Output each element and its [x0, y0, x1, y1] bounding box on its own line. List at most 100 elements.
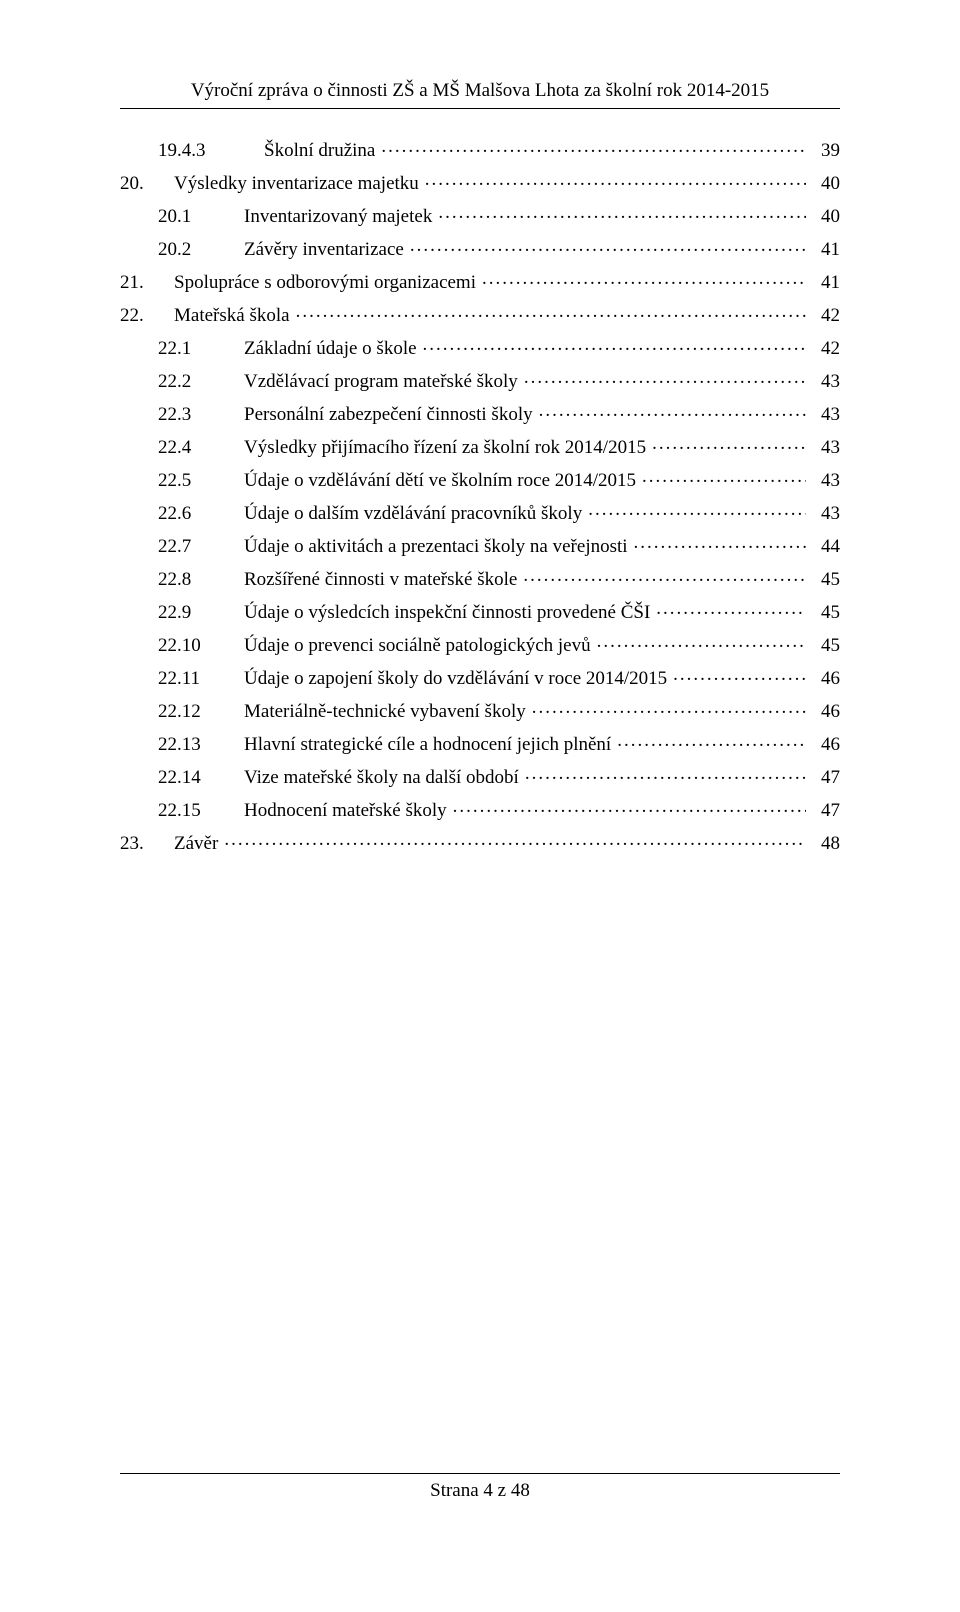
- toc-entry-page: 41: [812, 273, 840, 292]
- toc-entry-page: 42: [812, 306, 840, 325]
- toc-entry-number: 21.: [120, 273, 160, 292]
- toc-entry-number: 22.2: [120, 372, 230, 391]
- toc-leader-dots: [296, 302, 806, 321]
- toc-entry-number: 22.7: [120, 537, 230, 556]
- toc-entry-number: 22.13: [120, 735, 230, 754]
- toc-entry-label: Údaje o prevenci sociálně patologických …: [230, 636, 591, 655]
- toc-leader-dots: [423, 335, 806, 354]
- toc-leader-dots: [224, 830, 806, 849]
- toc-entry: 22.15Hodnocení mateřské školy47: [120, 797, 840, 820]
- toc-leader-dots: [524, 368, 806, 387]
- toc-entry-page: 45: [812, 603, 840, 622]
- toc-entry-label: Hodnocení mateřské školy: [230, 801, 447, 820]
- toc-entry-label: Výsledky inventarizace majetku: [160, 174, 419, 193]
- toc-entry-page: 46: [812, 669, 840, 688]
- toc-entry-number: 20.2: [120, 240, 230, 259]
- toc-entry-label: Údaje o dalším vzdělávání pracovníků ško…: [230, 504, 582, 523]
- toc-entry-page: 42: [812, 339, 840, 358]
- toc-entry-label: Závěry inventarizace: [230, 240, 404, 259]
- toc-entry-label: Materiálně-technické vybavení školy: [230, 702, 526, 721]
- toc-entry-page: 40: [812, 174, 840, 193]
- toc-leader-dots: [617, 731, 806, 750]
- toc-entry-label: Mateřská škola: [160, 306, 290, 325]
- toc-entry-page: 39: [812, 141, 840, 160]
- toc-entry-number: 22.15: [120, 801, 230, 820]
- toc-entry: 22.1Základní údaje o škole42: [120, 335, 840, 358]
- toc-entry-label: Údaje o vzdělávání dětí ve školním roce …: [230, 471, 636, 490]
- toc-entry-label: Vzdělávací program mateřské školy: [230, 372, 518, 391]
- toc-entry: 22.7Údaje o aktivitách a prezentaci škol…: [120, 533, 840, 556]
- toc-entry-page: 45: [812, 570, 840, 589]
- toc-entry: 22.13Hlavní strategické cíle a hodnocení…: [120, 731, 840, 754]
- toc-entry: 22.Mateřská škola 42: [120, 302, 840, 325]
- toc-entry-number: 20.: [120, 174, 160, 193]
- toc-entry-label: Závěr: [160, 834, 218, 853]
- toc-entry: 22.2Vzdělávací program mateřské školy 43: [120, 368, 840, 391]
- toc-entry-page: 48: [812, 834, 840, 853]
- toc-entry: 22.8Rozšířené činnosti v mateřské škole 4…: [120, 566, 840, 589]
- toc-entry-page: 44: [812, 537, 840, 556]
- toc-entry-page: 43: [812, 405, 840, 424]
- toc-entry: 20.Výsledky inventarizace majetku 40: [120, 170, 840, 193]
- page-header-title: Výroční zpráva o činnosti ZŠ a MŠ Malšov…: [120, 80, 840, 102]
- document-page: Výroční zpráva o činnosti ZŠ a MŠ Malšov…: [0, 0, 960, 1612]
- toc-entry-label: Personální zabezpečení činnosti školy: [230, 405, 533, 424]
- toc-entry-number: 20.1: [120, 207, 230, 226]
- toc-entry: 22.11Údaje o zapojení školy do vzděláván…: [120, 665, 840, 688]
- toc-leader-dots: [410, 236, 806, 255]
- toc-leader-dots: [532, 698, 806, 717]
- toc-entry-page: 41: [812, 240, 840, 259]
- toc-entry: 22.10Údaje o prevenci sociálně patologic…: [120, 632, 840, 655]
- toc-entry-label: Inventarizovaný majetek: [230, 207, 432, 226]
- toc-entry-number: 22.3: [120, 405, 230, 424]
- toc-leader-dots: [642, 467, 806, 486]
- toc-entry-label: Údaje o výsledcích inspekční činnosti pr…: [230, 603, 650, 622]
- toc-entry-label: Údaje o aktivitách a prezentaci školy na…: [230, 537, 628, 556]
- toc-entry-number: 22.9: [120, 603, 230, 622]
- table-of-contents: 19.4.3Školní družina 39 20.Výsledky invent…: [120, 137, 840, 853]
- toc-entry-page: 46: [812, 735, 840, 754]
- toc-entry-page: 40: [812, 207, 840, 226]
- toc-entry-number: 22.: [120, 306, 160, 325]
- toc-entry-number: 23.: [120, 834, 160, 853]
- toc-entry: 21.Spolupráce s odborovými organizacemi4…: [120, 269, 840, 292]
- toc-entry-number: 22.8: [120, 570, 230, 589]
- toc-leader-dots: [597, 632, 806, 651]
- toc-entry-page: 43: [812, 471, 840, 490]
- toc-entry-page: 43: [812, 438, 840, 457]
- toc-leader-dots: [482, 269, 806, 288]
- toc-entry-label: Školní družina: [250, 141, 375, 160]
- toc-leader-dots: [453, 797, 806, 816]
- header-rule: [120, 108, 840, 109]
- toc-leader-dots: [425, 170, 806, 189]
- toc-leader-dots: [525, 764, 806, 783]
- toc-entry-page: 43: [812, 372, 840, 391]
- toc-leader-dots: [588, 500, 806, 519]
- toc-entry: 20.2Závěry inventarizace 41: [120, 236, 840, 259]
- toc-entry-label: Rozšířené činnosti v mateřské škole: [230, 570, 517, 589]
- toc-entry-page: 45: [812, 636, 840, 655]
- toc-entry: 19.4.3Školní družina 39: [120, 137, 840, 160]
- toc-entry: 22.9Údaje o výsledcích inspekční činnost…: [120, 599, 840, 622]
- toc-entry: 22.6Údaje o dalším vzdělávání pracovníků…: [120, 500, 840, 523]
- toc-entry-label: Hlavní strategické cíle a hodnocení jeji…: [230, 735, 611, 754]
- toc-leader-dots: [656, 599, 806, 618]
- toc-entry: 22.12Materiálně-technické vybavení školy…: [120, 698, 840, 721]
- toc-entry-label: Výsledky přijímacího řízení za školní ro…: [230, 438, 646, 457]
- toc-entry-page: 46: [812, 702, 840, 721]
- toc-leader-dots: [523, 566, 806, 585]
- footer-rule: [120, 1473, 840, 1474]
- toc-entry-label: Údaje o zapojení školy do vzdělávání v r…: [230, 669, 667, 688]
- toc-leader-dots: [438, 203, 806, 222]
- toc-entry-number: 22.12: [120, 702, 230, 721]
- toc-entry: 23.Závěr 48: [120, 830, 840, 853]
- toc-leader-dots: [539, 401, 806, 420]
- toc-entry-label: Vize mateřské školy na další období: [230, 768, 519, 787]
- toc-entry-number: 22.11: [120, 669, 230, 688]
- toc-entry-number: 22.14: [120, 768, 230, 787]
- toc-entry: 22.4Výsledky přijímacího řízení za školn…: [120, 434, 840, 457]
- toc-leader-dots: [673, 665, 806, 684]
- toc-entry-page: 47: [812, 768, 840, 787]
- toc-entry-number: 19.4.3: [120, 141, 250, 160]
- toc-entry-number: 22.5: [120, 471, 230, 490]
